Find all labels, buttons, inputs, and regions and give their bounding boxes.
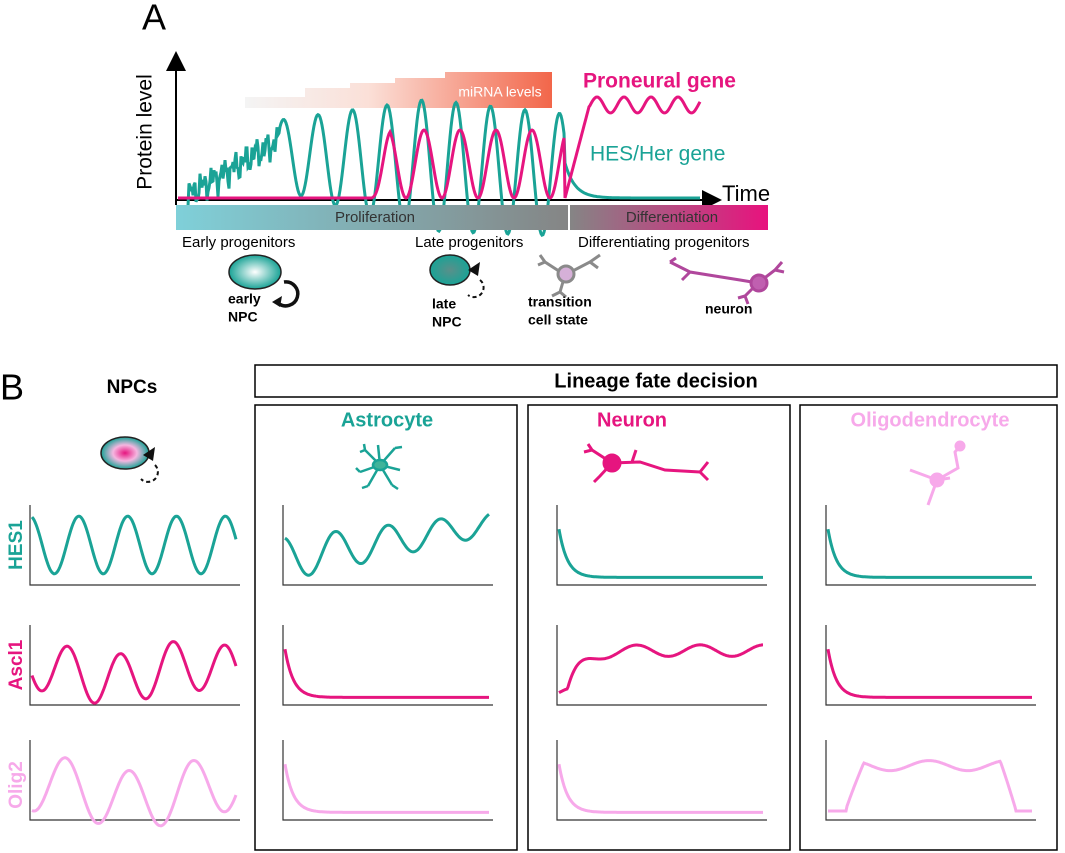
mini-axis: [29, 505, 240, 586]
stage-label: Early progenitors: [182, 234, 295, 251]
proneural-label: Proneural gene: [583, 70, 736, 93]
hes-curve: [186, 98, 700, 237]
y-axis-label: Protein level: [134, 74, 157, 190]
lineage-title: Lineage fate decision: [554, 370, 757, 392]
neuron-icon: [669, 256, 785, 305]
expression-curve: [557, 763, 763, 814]
mini-plots: [29, 505, 1036, 828]
mini-axis: [825, 625, 1036, 706]
fate-title: Astrocyte: [341, 409, 433, 431]
phase-label: Differentiation: [626, 209, 718, 226]
panel-letter: B: [0, 367, 24, 408]
expression-curve: [826, 648, 1032, 699]
x-axis-label: Time: [722, 181, 770, 206]
cell-label: cell state: [528, 312, 588, 328]
expression-curve: [31, 756, 238, 828]
expression-curve: [30, 514, 238, 576]
cell-label: early: [228, 291, 261, 307]
mini-axis: [825, 740, 1036, 821]
mirna-gradient: [245, 72, 552, 108]
astrocyte-icon: [355, 443, 403, 491]
fate-box: [527, 404, 791, 851]
mini-axis: [282, 740, 493, 821]
cell-label: NPC: [432, 314, 462, 330]
cell-label: transition: [528, 294, 592, 310]
npc-label: NPCs: [107, 377, 158, 398]
oligodendrocyte-icon: [909, 440, 966, 506]
lineage-box: [254, 364, 1058, 398]
gene-label: Ascl1: [6, 639, 27, 690]
expression-curve: [826, 528, 1032, 579]
fate-title: Neuron: [597, 409, 667, 431]
expression-curve: [283, 648, 489, 699]
mini-axis: [556, 505, 767, 586]
early-npc-icon: [228, 254, 300, 308]
expression-curve: [30, 640, 238, 705]
npc-icon: [100, 436, 159, 483]
phase-label: Proliferation: [335, 209, 415, 226]
expression-curve: [557, 528, 763, 579]
gene-label: Olig2: [6, 761, 27, 809]
mini-axis: [825, 505, 1036, 586]
differentiation-bar: [570, 205, 768, 230]
mirna-label: miRNA levels: [458, 84, 541, 100]
cell-label: NPC: [228, 309, 258, 325]
fate-box: [799, 404, 1058, 851]
panel-b: B NPCs Lineage fate decision Astrocyte N…: [0, 364, 1058, 851]
fate-title: Oligodendrocyte: [851, 409, 1010, 431]
cell-label: late: [432, 296, 456, 312]
mini-axis: [29, 625, 240, 706]
stage-label: Late progenitors: [415, 234, 523, 251]
proliferation-bar: [176, 205, 568, 230]
mini-axis: [282, 625, 493, 706]
gene-label: HES1: [6, 520, 27, 570]
hes-label: HES/Her gene: [590, 143, 725, 166]
mini-axis: [29, 740, 240, 821]
stage-label: Differentiating progenitors: [578, 234, 750, 251]
neuron-icon: [583, 443, 710, 484]
late-npc-icon: [429, 254, 485, 299]
panel-a: A Time Protein level miRNA levels Proneu…: [134, 0, 785, 330]
mini-axis: [556, 740, 767, 821]
panel-letter: A: [142, 0, 166, 38]
expression-curve: [284, 513, 490, 577]
expression-curve: [283, 763, 489, 814]
proneural-curve: [178, 95, 702, 200]
fate-box: [254, 404, 518, 851]
cell-label: neuron: [705, 301, 752, 317]
transition-cell-icon: [537, 253, 601, 299]
expression-curve: [558, 643, 763, 694]
mini-axis: [282, 505, 493, 586]
expression-curve: [828, 759, 1032, 813]
mini-axis: [556, 625, 767, 706]
